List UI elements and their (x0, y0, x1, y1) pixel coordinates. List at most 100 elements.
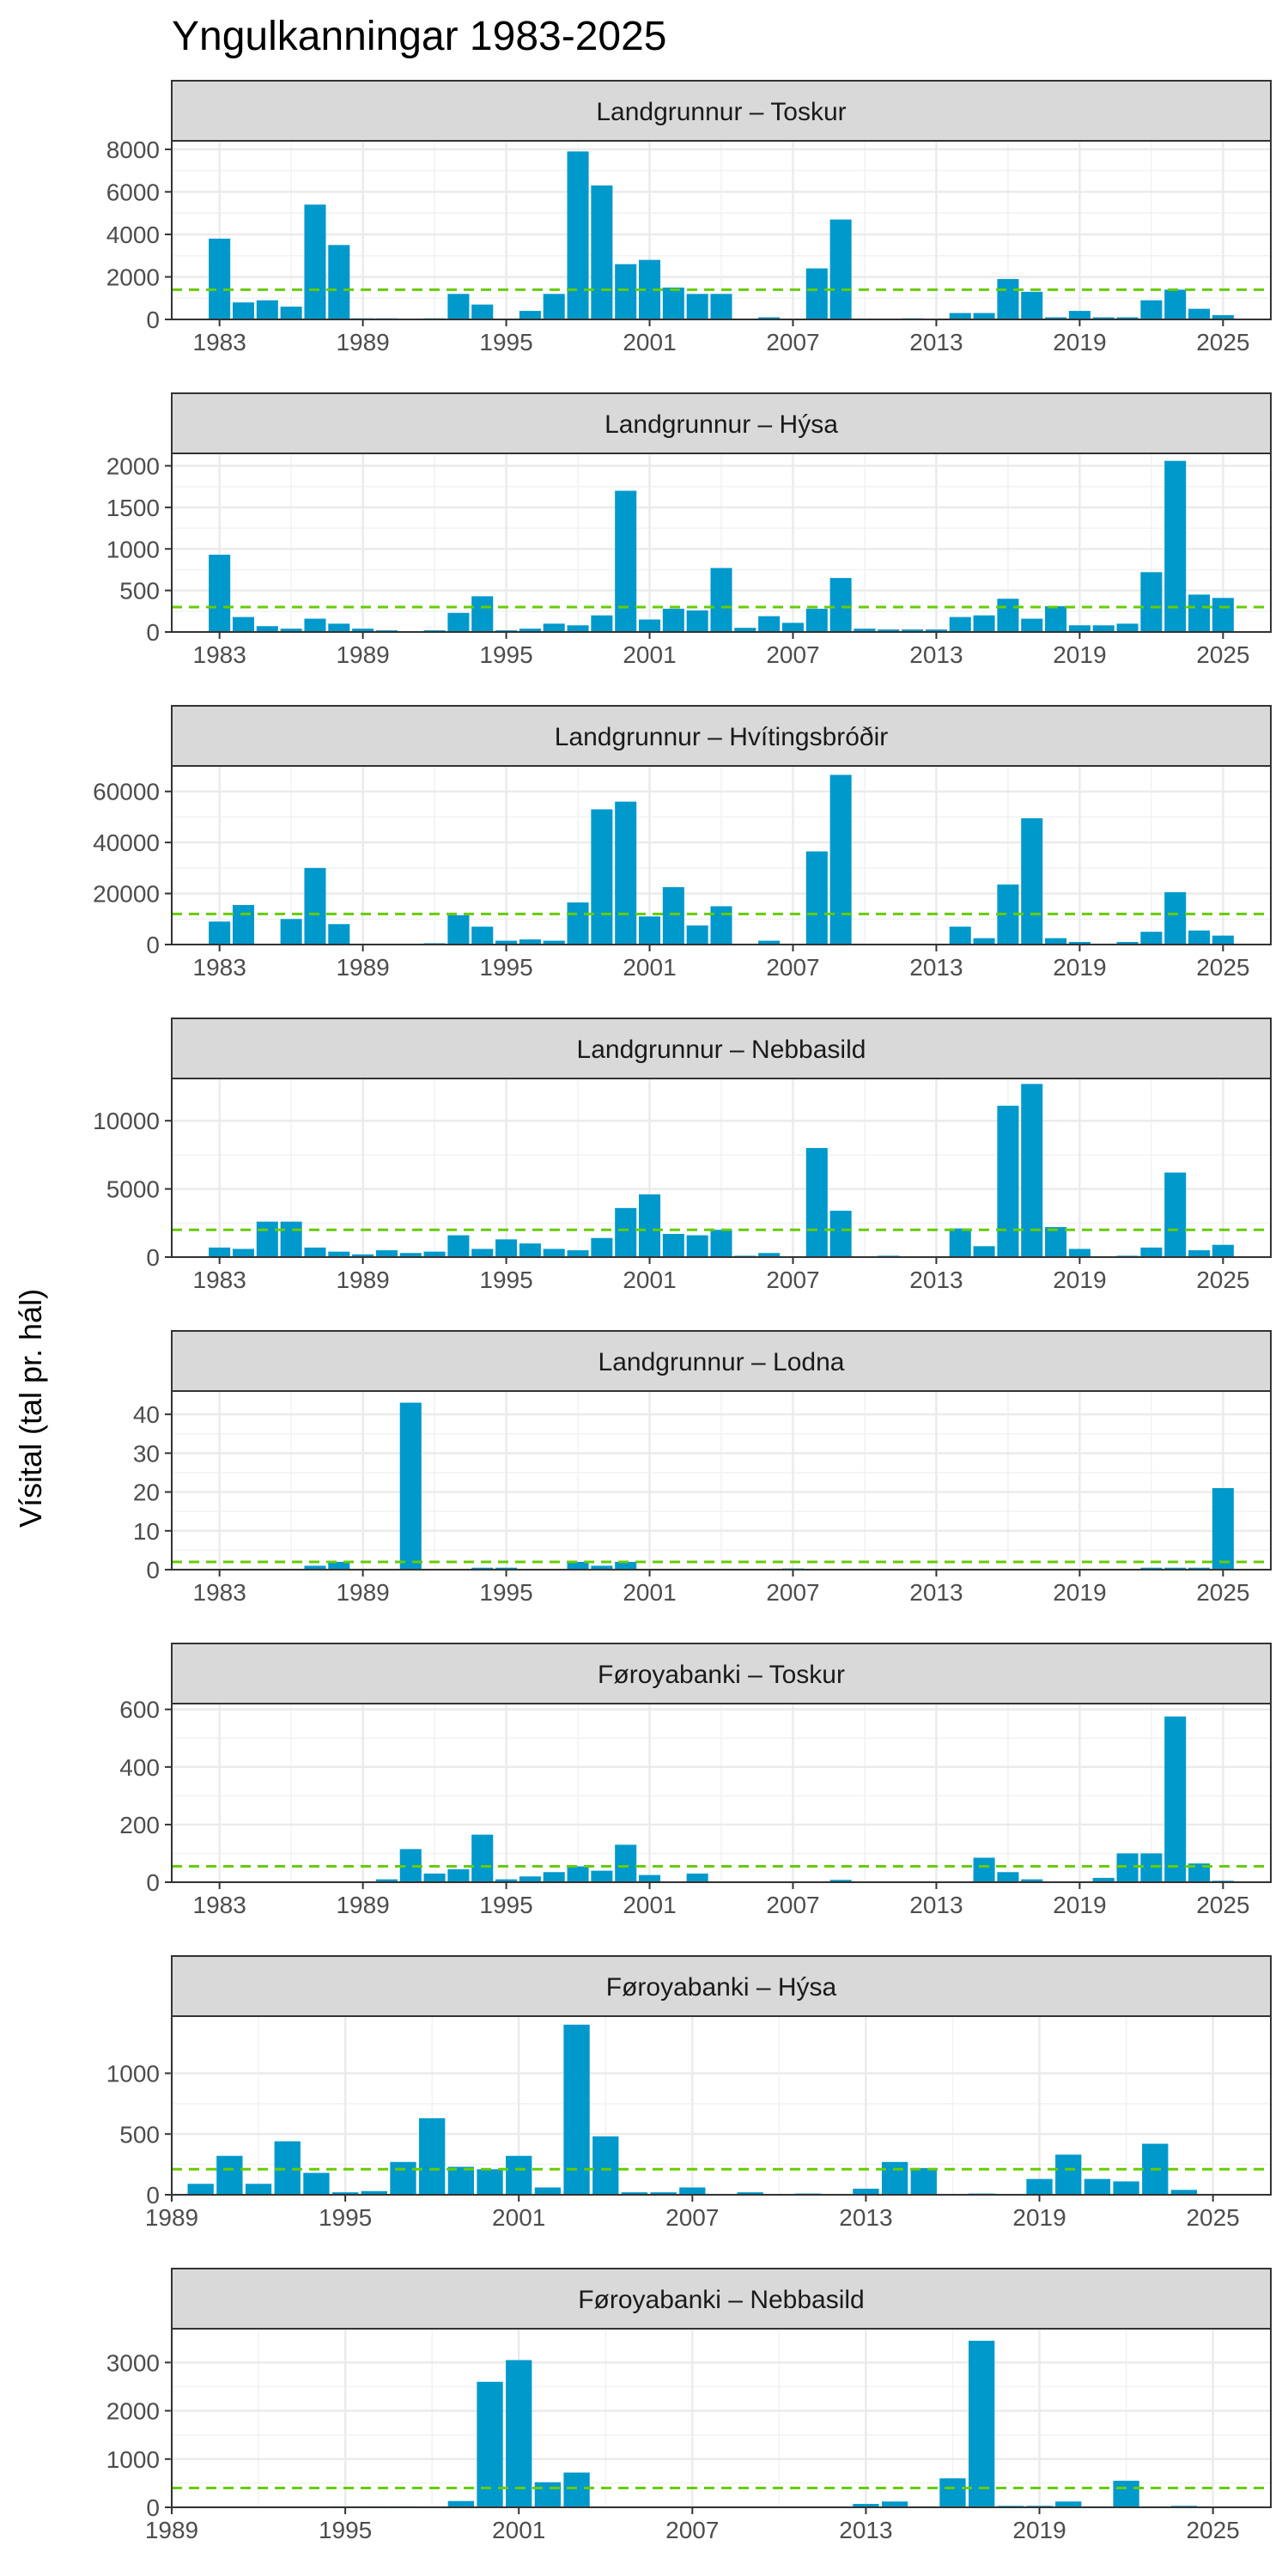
bar-1994 (471, 304, 494, 319)
y-tick-label: 0 (146, 307, 160, 333)
bar-2015 (973, 313, 995, 319)
bar-2022 (1140, 572, 1163, 632)
bar-2000 (615, 1844, 637, 1882)
bar-1995 (495, 1879, 518, 1882)
y-tick-label: 1000 (106, 536, 160, 562)
x-tick-label: 2001 (623, 1892, 676, 1918)
bar-1996 (519, 1243, 541, 1257)
bar-1996 (519, 311, 541, 319)
panel-7: Føroyabanki – Hýsa 0 500 1000 1989 1995 2001 20… (106, 1955, 1272, 2231)
bar-2008 (805, 1147, 828, 1257)
y-tick-label: 0 (146, 1557, 160, 1583)
bar-1991 (216, 2155, 243, 2195)
bar-2016 (939, 2478, 966, 2507)
bar-2019 (1068, 311, 1091, 319)
bar-2024 (1188, 308, 1211, 319)
bar-2003 (563, 2024, 590, 2195)
bar-2004 (710, 906, 732, 945)
bar-1993 (447, 914, 470, 945)
x-tick-label: 2001 (492, 2204, 545, 2231)
y-tick-label: 600 (119, 1697, 160, 1723)
bar-2009 (829, 219, 852, 319)
bar-2009 (829, 1211, 852, 1257)
x-tick-label: 2019 (1053, 1892, 1106, 1918)
panel-background (172, 2329, 1271, 2507)
x-tick-label: 2013 (909, 1892, 963, 1918)
bar-2009 (829, 1880, 852, 1882)
bar-2016 (997, 1872, 1019, 1882)
bar-2019 (1068, 942, 1091, 945)
chart-title: Yngulkanningar 1983-2025 (172, 14, 666, 59)
bar-1988 (328, 623, 350, 632)
bar-2023 (1164, 1716, 1187, 1882)
bar-1990 (187, 2184, 214, 2195)
bar-1997 (543, 623, 565, 632)
bar-1994 (471, 927, 494, 945)
bar-1984 (232, 302, 254, 319)
bar-2022 (1140, 300, 1163, 319)
panel-strip-label: Føroyabanki – Nebbasild (578, 2286, 865, 2314)
bar-1987 (304, 1247, 326, 1257)
x-tick-label: 1983 (193, 1892, 246, 1918)
bar-2008 (805, 851, 828, 945)
x-tick-label: 1995 (479, 1579, 532, 1606)
bar-2017 (1021, 817, 1043, 945)
bar-2015 (973, 615, 995, 632)
bar-1995 (495, 1567, 518, 1570)
bar-1993 (447, 1235, 470, 1257)
bar-1983 (209, 1247, 231, 1257)
x-tick-label: 1983 (193, 1267, 246, 1293)
bar-2004 (710, 568, 732, 632)
y-tick-label: 40 (133, 1401, 160, 1428)
bar-2001 (639, 1194, 661, 1257)
bar-2023 (1164, 289, 1187, 319)
x-tick-label: 2025 (1196, 641, 1249, 668)
bar-2006 (758, 616, 781, 632)
panel-strip-label: Føroyabanki – Toskur (598, 1661, 845, 1689)
bar-1991 (399, 1402, 422, 1570)
x-tick-label: 2025 (1186, 2204, 1239, 2231)
y-tick-label: 8000 (106, 137, 160, 163)
bar-1989 (352, 1254, 374, 1257)
x-tick-label: 2019 (1053, 329, 1106, 355)
bar-2016 (997, 598, 1019, 632)
bar-2016 (997, 278, 1019, 319)
bar-1987 (304, 618, 326, 632)
bar-1995 (495, 940, 518, 945)
x-tick-label: 2007 (665, 2517, 719, 2543)
bar-2006 (758, 1253, 781, 1257)
bar-2002 (662, 1234, 684, 1257)
bar-2017 (1021, 618, 1043, 632)
bar-2018 (1045, 317, 1067, 319)
bar-1997 (543, 1872, 565, 1882)
y-tick-label: 1000 (106, 2446, 160, 2473)
bar-1998 (567, 151, 589, 319)
bar-1999 (591, 809, 613, 945)
bar-2006 (650, 2192, 677, 2195)
bar-1998 (567, 625, 589, 632)
x-tick-label: 2013 (909, 1579, 963, 1606)
y-tick-label: 30 (133, 1440, 160, 1467)
panel-strip (171, 80, 1272, 142)
bar-1985 (256, 300, 278, 319)
bar-1997 (390, 2161, 416, 2195)
x-tick-label: 2001 (623, 1579, 676, 1606)
bar-2020 (1092, 317, 1115, 319)
bar-2024 (1188, 1567, 1211, 1570)
bar-1989 (352, 629, 374, 632)
x-tick-label: 1989 (145, 2517, 198, 2543)
bar-1996 (519, 939, 541, 945)
panel-border (171, 140, 1272, 320)
bar-2000 (477, 2381, 503, 2507)
bar-2009 (737, 2192, 763, 2195)
x-tick-label: 2025 (1196, 954, 1249, 981)
x-tick-label: 2013 (839, 2517, 892, 2543)
bar-2015 (973, 938, 995, 945)
y-tick-label: 2000 (106, 2398, 160, 2425)
bar-2001 (639, 916, 661, 945)
y-tick-label: 2000 (106, 264, 160, 290)
bar-1994 (471, 1834, 494, 1882)
bar-2014 (881, 2501, 908, 2507)
bar-1988 (328, 245, 350, 319)
bar-2017 (1021, 1084, 1043, 1257)
